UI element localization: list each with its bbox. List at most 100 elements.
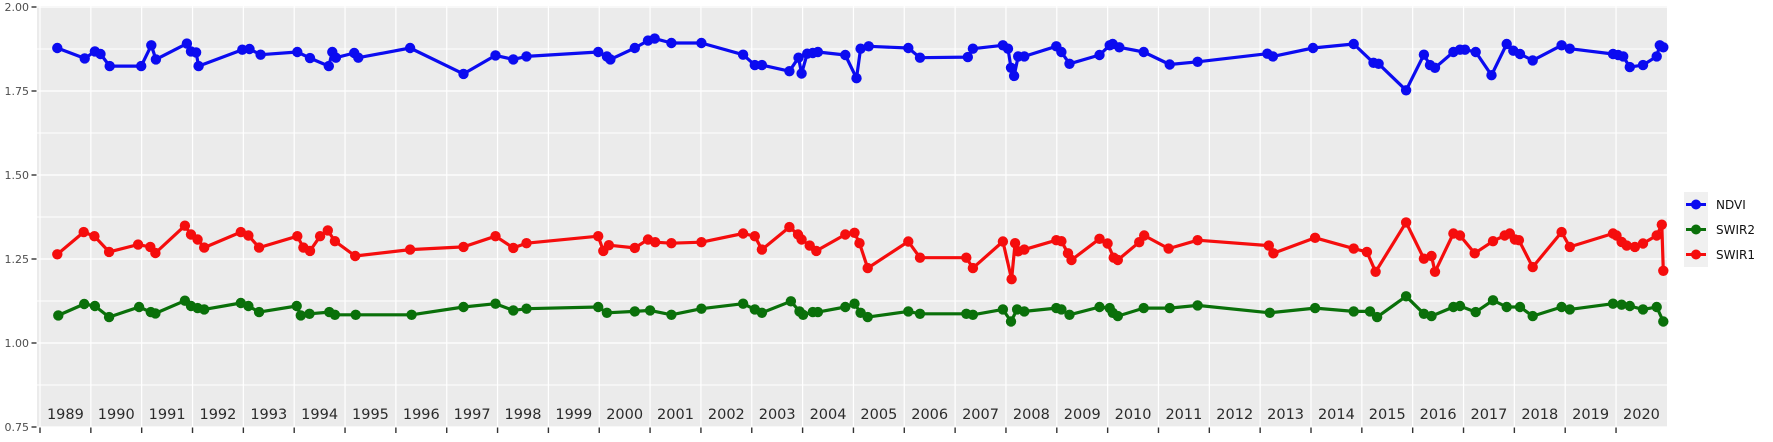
data-point-SWIR2 xyxy=(1138,302,1149,314)
data-point-NDVI xyxy=(1002,43,1014,54)
data-point-SWIR1 xyxy=(1426,250,1437,262)
svg-text:2005: 2005 xyxy=(860,407,897,423)
data-point-NDVI xyxy=(1267,51,1279,62)
data-point-SWIR1 xyxy=(696,237,707,248)
data-point-SWIR2 xyxy=(666,309,677,320)
data-point-SWIR1 xyxy=(1637,238,1649,249)
data-point-SWIR1 xyxy=(593,231,604,242)
data-point-SWIR2 xyxy=(914,308,926,319)
data-point-NDVI xyxy=(1618,51,1629,62)
data-point-SWIR2 xyxy=(508,305,519,316)
data-point-NDVI xyxy=(1373,58,1384,69)
data-point-SWIR2 xyxy=(1094,301,1105,313)
data-point-NDVI xyxy=(649,33,660,44)
data-point-SWIR1 xyxy=(1454,230,1466,241)
data-point-SWIR1 xyxy=(1094,233,1105,244)
svg-text:1997: 1997 xyxy=(454,407,491,423)
data-point-SWIR2 xyxy=(1309,302,1321,314)
data-point-SWIR2 xyxy=(1564,304,1576,315)
data-point-SWIR2 xyxy=(1192,300,1203,311)
data-point-SWIR1 xyxy=(603,240,615,251)
data-point-SWIR1 xyxy=(1348,243,1359,254)
data-point-SWIR2 xyxy=(997,304,1009,315)
legend-key-swir1-icon xyxy=(1684,242,1708,267)
data-point-SWIR2 xyxy=(1348,306,1359,317)
data-point-SWIR1 xyxy=(849,227,860,238)
data-point-SWIR2 xyxy=(797,309,809,320)
data-point-NDVI xyxy=(914,52,926,63)
svg-text:1991: 1991 xyxy=(149,407,186,423)
data-point-SWIR1 xyxy=(749,231,760,242)
data-point-SWIR1 xyxy=(1163,243,1174,254)
svg-text:1999: 1999 xyxy=(555,407,592,423)
data-point-SWIR1 xyxy=(179,220,191,231)
data-point-SWIR2 xyxy=(1487,295,1499,306)
data-point-SWIR2 xyxy=(79,298,90,310)
data-point-NDVI xyxy=(1501,38,1512,50)
x-axis-ticks xyxy=(39,427,1617,433)
data-point-NDVI xyxy=(1192,56,1203,67)
legend-label-swir1: SWIR1 xyxy=(1716,247,1755,262)
svg-text:2007: 2007 xyxy=(962,407,999,423)
data-point-SWIR1 xyxy=(150,247,161,259)
data-point-NDVI xyxy=(629,42,640,54)
data-point-SWIR1 xyxy=(1139,230,1150,241)
svg-text:2017: 2017 xyxy=(1470,407,1507,423)
gridlines xyxy=(37,6,1667,428)
data-point-SWIR1 xyxy=(840,229,851,240)
data-point-SWIR2 xyxy=(304,308,315,319)
data-point-SWIR1 xyxy=(243,230,254,241)
data-point-NDVI xyxy=(1008,70,1020,82)
data-point-SWIR2 xyxy=(1164,302,1175,314)
data-point-SWIR2 xyxy=(291,300,302,312)
data-point-NDVI xyxy=(508,54,519,65)
data-point-SWIR1 xyxy=(292,231,303,242)
data-point-SWIR2 xyxy=(1637,304,1649,315)
data-point-SWIR2 xyxy=(1556,301,1567,313)
data-point-SWIR2 xyxy=(1651,301,1662,313)
svg-text:2.00: 2.00 xyxy=(5,1,30,14)
data-point-SWIR1 xyxy=(666,238,677,249)
data-point-SWIR1 xyxy=(1621,240,1632,251)
data-point-SWIR1 xyxy=(1429,266,1441,277)
data-point-SWIR1 xyxy=(350,250,361,262)
data-point-NDVI xyxy=(1056,46,1067,58)
legend-point-sample xyxy=(1691,249,1701,260)
data-point-SWIR2 xyxy=(1064,309,1075,320)
data-point-SWIR2 xyxy=(696,303,707,314)
data-point-SWIR1 xyxy=(862,262,873,274)
data-point-SWIR2 xyxy=(133,301,145,313)
data-point-SWIR1 xyxy=(1469,248,1480,259)
svg-text:0.75: 0.75 xyxy=(5,421,30,434)
data-point-SWIR1 xyxy=(508,242,519,254)
data-point-SWIR2 xyxy=(490,298,501,309)
data-point-NDVI xyxy=(292,46,303,58)
data-point-SWIR2 xyxy=(1371,311,1383,323)
data-point-SWIR1 xyxy=(961,252,972,263)
data-point-SWIR2 xyxy=(593,301,604,313)
svg-text:1995: 1995 xyxy=(352,407,389,423)
data-point-NDVI xyxy=(1459,44,1471,55)
data-point-SWIR2 xyxy=(840,301,851,313)
data-point-SWIR2 xyxy=(253,306,265,318)
series-NDVI xyxy=(52,33,1669,96)
data-point-NDVI xyxy=(1527,55,1538,66)
data-point-SWIR2 xyxy=(406,309,417,320)
data-point-SWIR1 xyxy=(737,228,749,239)
data-point-NDVI xyxy=(962,51,973,63)
svg-text:1992: 1992 xyxy=(199,407,236,423)
data-point-SWIR1 xyxy=(199,242,210,253)
y-axis-tick-labels: 0.75 1.00 1.25 1.50 1.75 2.00 xyxy=(5,1,30,434)
data-point-SWIR1 xyxy=(796,234,807,245)
legend-point-sample xyxy=(1691,224,1701,235)
data-point-SWIR2 xyxy=(1514,301,1526,313)
data-point-NDVI xyxy=(146,40,157,51)
data-point-SWIR1 xyxy=(784,221,795,233)
svg-text:2010: 2010 xyxy=(1115,407,1152,423)
data-point-SWIR1 xyxy=(1556,226,1567,238)
data-point-SWIR1 xyxy=(1400,217,1412,228)
data-point-SWIR2 xyxy=(329,309,341,320)
data-point-SWIR2 xyxy=(1470,306,1481,318)
data-point-NDVI xyxy=(521,51,532,62)
